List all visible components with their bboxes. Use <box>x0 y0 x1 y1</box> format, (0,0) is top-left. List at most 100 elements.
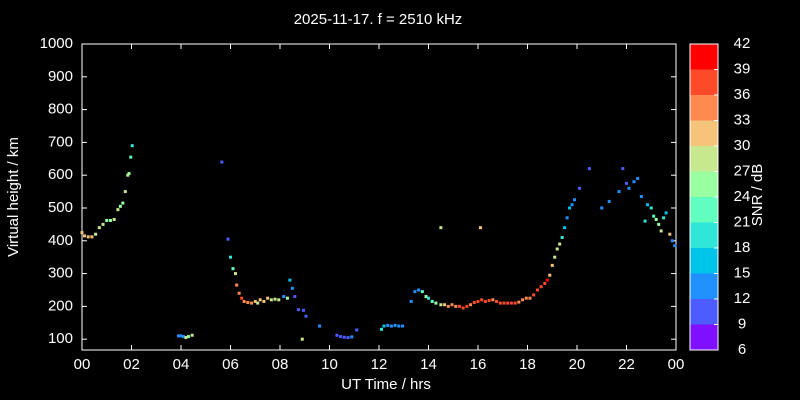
data-point <box>434 301 438 305</box>
colorbar-segment <box>690 171 718 197</box>
data-point <box>250 301 254 305</box>
data-point <box>300 337 304 341</box>
data-point <box>558 242 562 246</box>
colorbar-segment <box>690 324 718 350</box>
data-point <box>86 235 90 239</box>
y-tick-label: 200 <box>48 297 73 314</box>
y-axis-label: Virtual height / km <box>5 137 22 257</box>
colorbar-segment <box>690 120 718 146</box>
data-point <box>346 336 350 340</box>
data-point <box>350 335 354 339</box>
data-point <box>177 334 181 338</box>
data-point <box>179 334 183 338</box>
colorbar-tick-label: 6 <box>738 341 746 358</box>
data-point <box>82 234 86 238</box>
colorbar-tick-label: 33 <box>734 111 751 128</box>
y-tick-label: 1000 <box>40 35 73 52</box>
y-tick-label: 700 <box>48 133 73 150</box>
data-point <box>226 237 230 241</box>
data-point <box>555 247 559 251</box>
data-point <box>543 281 547 285</box>
data-point <box>643 219 647 223</box>
data-point <box>282 295 286 299</box>
data-point <box>568 206 572 210</box>
data-point <box>256 301 260 305</box>
data-point <box>587 167 591 171</box>
x-tick-label: 12 <box>371 356 388 373</box>
data-point <box>657 222 661 226</box>
data-point <box>116 208 120 212</box>
data-point <box>293 295 297 299</box>
colorbar-segment <box>690 44 718 70</box>
data-point <box>108 218 112 222</box>
data-point <box>457 304 461 308</box>
data-point <box>649 206 653 210</box>
data-point <box>673 244 677 248</box>
x-tick-label: 10 <box>321 356 338 373</box>
data-point <box>563 226 567 230</box>
data-point <box>413 290 417 294</box>
data-point <box>524 296 528 300</box>
colorbar-tick-label: 12 <box>734 290 751 307</box>
data-point <box>627 186 631 190</box>
data-point <box>528 296 532 300</box>
data-point <box>521 298 525 302</box>
data-point <box>461 306 465 310</box>
colorbar-tick-label: 18 <box>734 239 751 256</box>
y-tick-label: 500 <box>48 199 73 216</box>
data-point <box>220 160 224 164</box>
data-point <box>509 301 513 305</box>
data-point <box>118 204 122 208</box>
data-point <box>652 214 656 218</box>
data-point <box>304 314 308 318</box>
data-point <box>469 303 473 307</box>
data-point <box>290 286 294 290</box>
data-point <box>535 288 539 292</box>
data-point <box>302 308 306 312</box>
plot-frame <box>81 43 677 351</box>
data-point <box>355 328 359 332</box>
chart-title: 2025-11-17. f = 2510 kHz <box>294 11 463 28</box>
x-tick-label: 18 <box>519 356 536 373</box>
data-point <box>127 172 131 176</box>
data-point <box>600 206 604 210</box>
y-tick-label: 300 <box>48 265 73 282</box>
data-point <box>379 327 383 331</box>
data-point <box>625 181 628 185</box>
data-point <box>258 298 262 302</box>
x-tick-label: 00 <box>74 356 91 373</box>
data-point <box>80 231 84 235</box>
data-point <box>129 155 133 159</box>
data-point <box>297 308 301 312</box>
colorbar-tick-label: 9 <box>738 315 746 332</box>
data-point <box>318 324 322 328</box>
x-tick-label: 22 <box>618 356 635 373</box>
data-point <box>532 293 536 297</box>
data-point <box>242 299 246 303</box>
data-point <box>424 295 428 299</box>
data-point <box>662 216 666 220</box>
colorbar-segment <box>690 69 718 95</box>
data-point <box>439 303 443 307</box>
y-tick-label: 400 <box>48 232 73 249</box>
data-point <box>130 144 134 148</box>
data-point <box>94 232 98 236</box>
y-tick-label: 900 <box>48 68 73 85</box>
data-point <box>450 303 454 307</box>
data-point <box>573 198 577 202</box>
data-point <box>401 324 405 328</box>
colorbar-tick-label: 42 <box>734 35 751 52</box>
data-point <box>621 167 625 171</box>
data-point <box>427 296 430 300</box>
data-point <box>430 299 434 303</box>
data-point <box>664 211 668 215</box>
data-point <box>491 298 495 302</box>
data-point <box>480 298 484 302</box>
data-point <box>285 296 289 300</box>
data-point <box>465 304 469 308</box>
colorbar-segment <box>690 197 718 223</box>
data-point <box>646 203 650 207</box>
